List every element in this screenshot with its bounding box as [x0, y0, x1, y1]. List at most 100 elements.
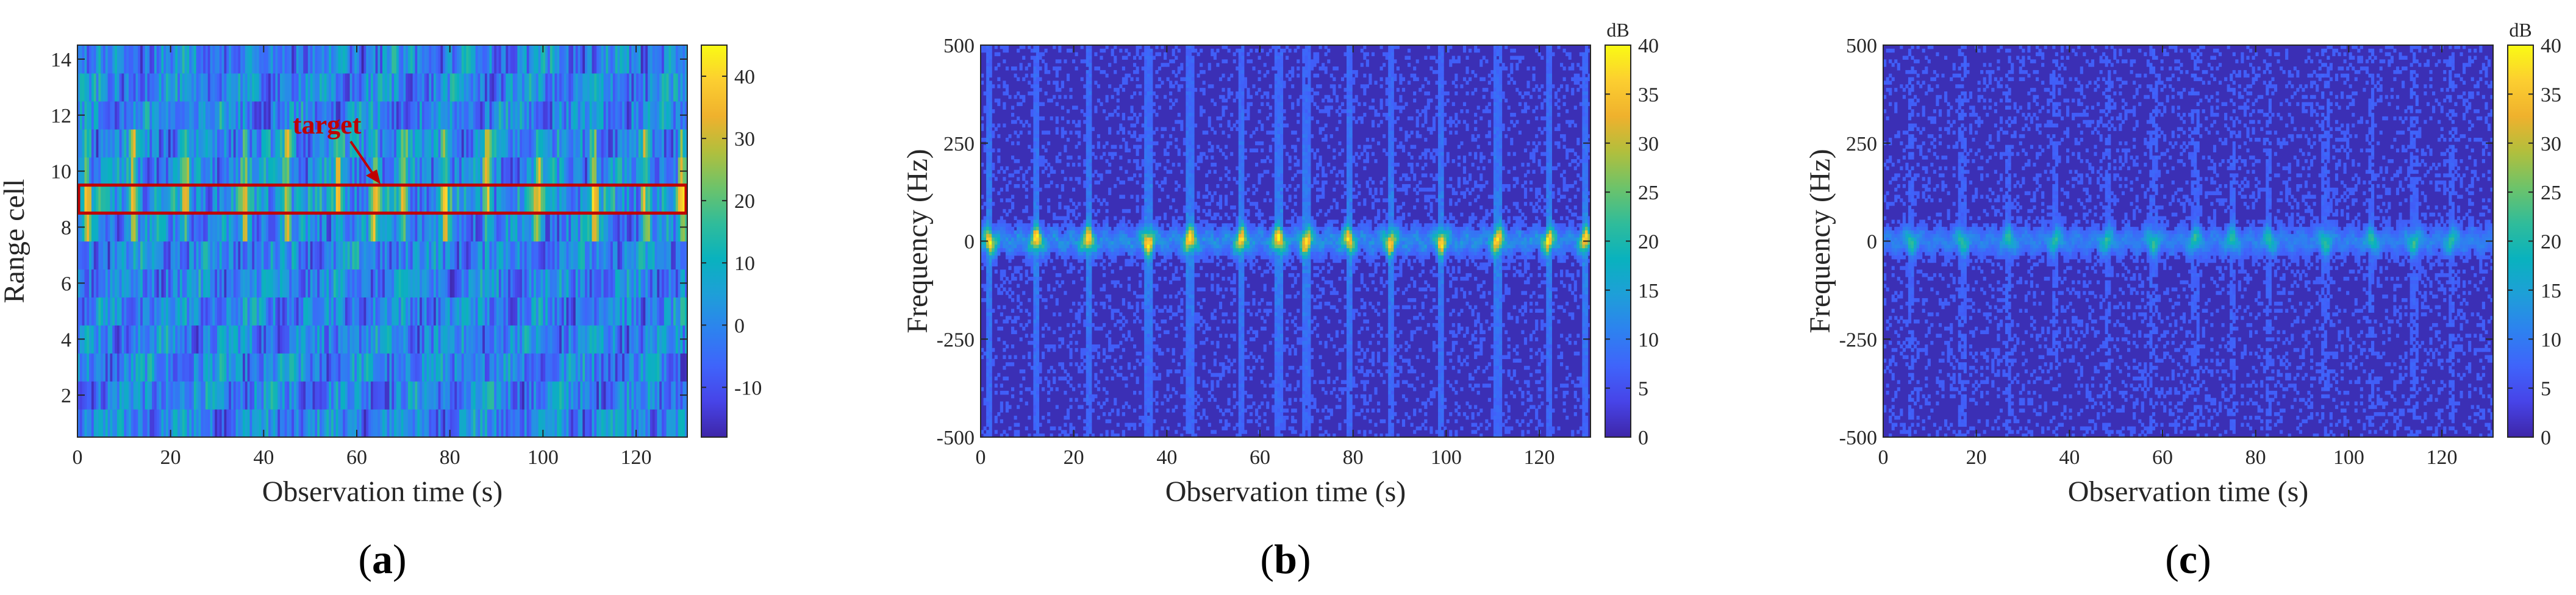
heatmap-cell [413, 353, 415, 382]
heatmap-cell [268, 129, 271, 158]
spectrogram-cell [1244, 84, 1247, 88]
heatmap-cell [271, 325, 273, 354]
spectrogram-cell [1325, 70, 1328, 74]
heatmap-cell [682, 241, 685, 270]
heatmap-cell [94, 269, 96, 298]
heatmap-cell [396, 101, 399, 130]
spectrogram-cell [1241, 52, 1244, 56]
spectrogram-cell [1585, 77, 1588, 81]
heatmap-cell [413, 409, 415, 438]
heatmap-cell [610, 381, 613, 410]
heatmap-cell [466, 45, 468, 74]
heatmap-cell [468, 409, 471, 438]
heatmap-cell [257, 241, 259, 270]
heatmap-cell [450, 269, 453, 298]
heatmap-cell [148, 129, 150, 158]
heatmap-cell [206, 241, 208, 270]
heatmap-cell [468, 73, 471, 102]
heatmap-cell [243, 101, 245, 130]
heatmap-cell [94, 353, 96, 382]
heatmap-cell [277, 409, 280, 438]
heatmap-cell [175, 213, 177, 242]
heatmap-cell [394, 213, 396, 242]
heatmap-cell [639, 185, 641, 214]
heatmap-cell [135, 45, 138, 74]
heatmap-cell [243, 409, 245, 438]
heatmap-cell [326, 269, 329, 298]
heatmap-cell [394, 129, 396, 158]
spectrogram-cell [1280, 52, 1283, 56]
spectrogram-cell [1089, 105, 1092, 109]
heatmap-cell [506, 185, 508, 214]
heatmap-cell [131, 101, 134, 130]
heatmap-cell [252, 409, 254, 438]
spectrogram-cell [1239, 63, 1242, 66]
heatmap-cell [84, 381, 87, 410]
heatmap-cell [676, 353, 678, 382]
heatmap-cell [280, 101, 282, 130]
heatmap-cell [522, 353, 524, 382]
spectrogram-cell [1576, 88, 1580, 91]
heatmap-cell [538, 129, 541, 158]
heatmap-cell [571, 241, 573, 270]
heatmap-cell [401, 241, 404, 270]
heatmap-cell [376, 213, 378, 242]
heatmap-cell [522, 101, 524, 130]
heatmap-cell [124, 381, 126, 410]
heatmap-cell [671, 73, 673, 102]
heatmap-cell [510, 241, 513, 270]
heatmap-cell [645, 297, 648, 326]
heatmap-cell [438, 213, 441, 242]
spectrogram-cell [1350, 63, 1353, 66]
heatmap-cell [548, 101, 550, 130]
spectrogram-cell [1203, 91, 1206, 95]
heatmap-cell [324, 409, 327, 438]
spectrogram-cell [984, 109, 987, 113]
panel-b-spectrogram [981, 45, 1591, 438]
spectrogram-cell [1433, 70, 1436, 74]
heatmap-cell [448, 269, 450, 298]
heatmap-cell [249, 269, 252, 298]
heatmap-cell [238, 45, 240, 74]
heatmap-cell [336, 325, 338, 354]
spectrogram-cell [1086, 77, 1089, 81]
spectrogram-cell [997, 84, 1000, 88]
spectrogram-cell [1275, 52, 1278, 56]
spectrogram-cell [1144, 49, 1147, 52]
heatmap-cell [596, 297, 599, 326]
spectrogram-cell [1280, 70, 1283, 74]
spectrogram-cell [1513, 56, 1516, 60]
heatmap-cell [406, 353, 408, 382]
heatmap-cell [427, 157, 429, 186]
heatmap-cell [296, 353, 299, 382]
heatmap-cell [554, 269, 557, 298]
heatmap-cell [282, 409, 285, 438]
heatmap-cell [380, 129, 382, 158]
spectrogram-cell [1250, 102, 1253, 106]
spectrogram-cell [1499, 59, 1502, 63]
heatmap-cell [206, 325, 208, 354]
heatmap-cell [394, 381, 396, 410]
heatmap-cell [203, 129, 206, 158]
spectrogram-cell [1144, 84, 1147, 88]
heatmap-cell [108, 45, 110, 74]
spectrogram-cell [1535, 49, 1538, 52]
heatmap-cell [340, 325, 343, 354]
heatmap-cell [389, 45, 392, 74]
heatmap-cell [266, 45, 268, 74]
spectrogram-cell [1413, 74, 1416, 77]
heatmap-cell [220, 213, 222, 242]
heatmap-cell [138, 409, 140, 438]
spectrogram-cell [1144, 77, 1147, 81]
heatmap-cell [434, 45, 436, 74]
spectrogram-cell [1424, 91, 1427, 95]
heatmap-cell [520, 73, 522, 102]
heatmap-cell [208, 185, 210, 214]
heatmap-cell [122, 73, 124, 102]
heatmap-cell [538, 269, 541, 298]
heatmap-cell [590, 129, 592, 158]
spectrogram-cell [1336, 99, 1339, 102]
heatmap-cell [503, 213, 506, 242]
heatmap-cell [401, 353, 404, 382]
heatmap-cell [306, 45, 308, 74]
